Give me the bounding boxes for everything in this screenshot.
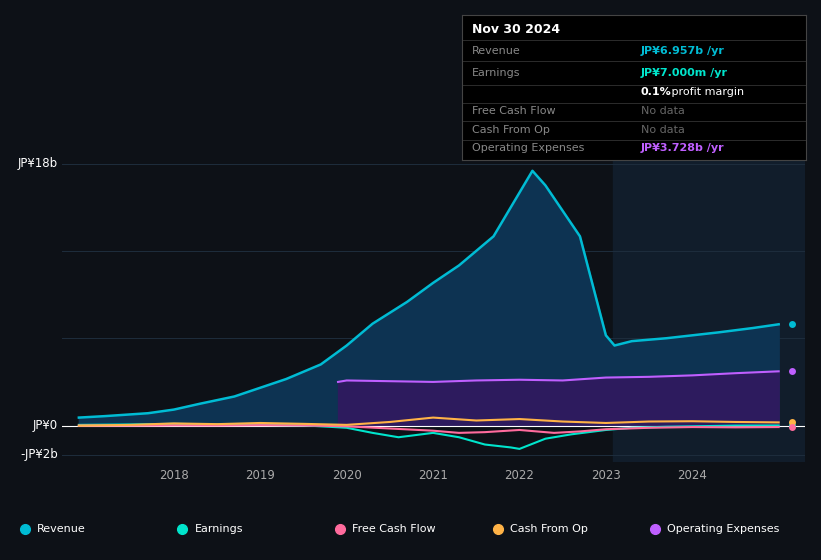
Text: JP¥3.728b /yr: JP¥3.728b /yr	[641, 143, 724, 153]
Bar	[612, 134, 805, 462]
Text: JP¥18b: JP¥18b	[18, 157, 57, 170]
Text: Operating Expenses: Operating Expenses	[667, 524, 780, 534]
Text: Revenue: Revenue	[37, 524, 85, 534]
Text: Revenue: Revenue	[472, 46, 521, 56]
Text: Operating Expenses: Operating Expenses	[472, 143, 585, 153]
Text: -JP¥2b: -JP¥2b	[20, 448, 57, 461]
Text: profit margin: profit margin	[668, 87, 745, 97]
Text: Cash From Op: Cash From Op	[472, 124, 550, 134]
Text: JP¥7.000m /yr: JP¥7.000m /yr	[641, 68, 728, 78]
Text: Earnings: Earnings	[195, 524, 243, 534]
Text: No data: No data	[641, 124, 685, 134]
Text: JP¥0: JP¥0	[33, 419, 57, 432]
Text: No data: No data	[641, 106, 685, 116]
Text: Cash From Op: Cash From Op	[510, 524, 588, 534]
Text: JP¥6.957b /yr: JP¥6.957b /yr	[641, 46, 725, 56]
Text: Free Cash Flow: Free Cash Flow	[352, 524, 436, 534]
Text: Free Cash Flow: Free Cash Flow	[472, 106, 556, 116]
Text: Earnings: Earnings	[472, 68, 521, 78]
Text: Nov 30 2024: Nov 30 2024	[472, 23, 561, 36]
Text: 0.1%: 0.1%	[641, 87, 672, 97]
